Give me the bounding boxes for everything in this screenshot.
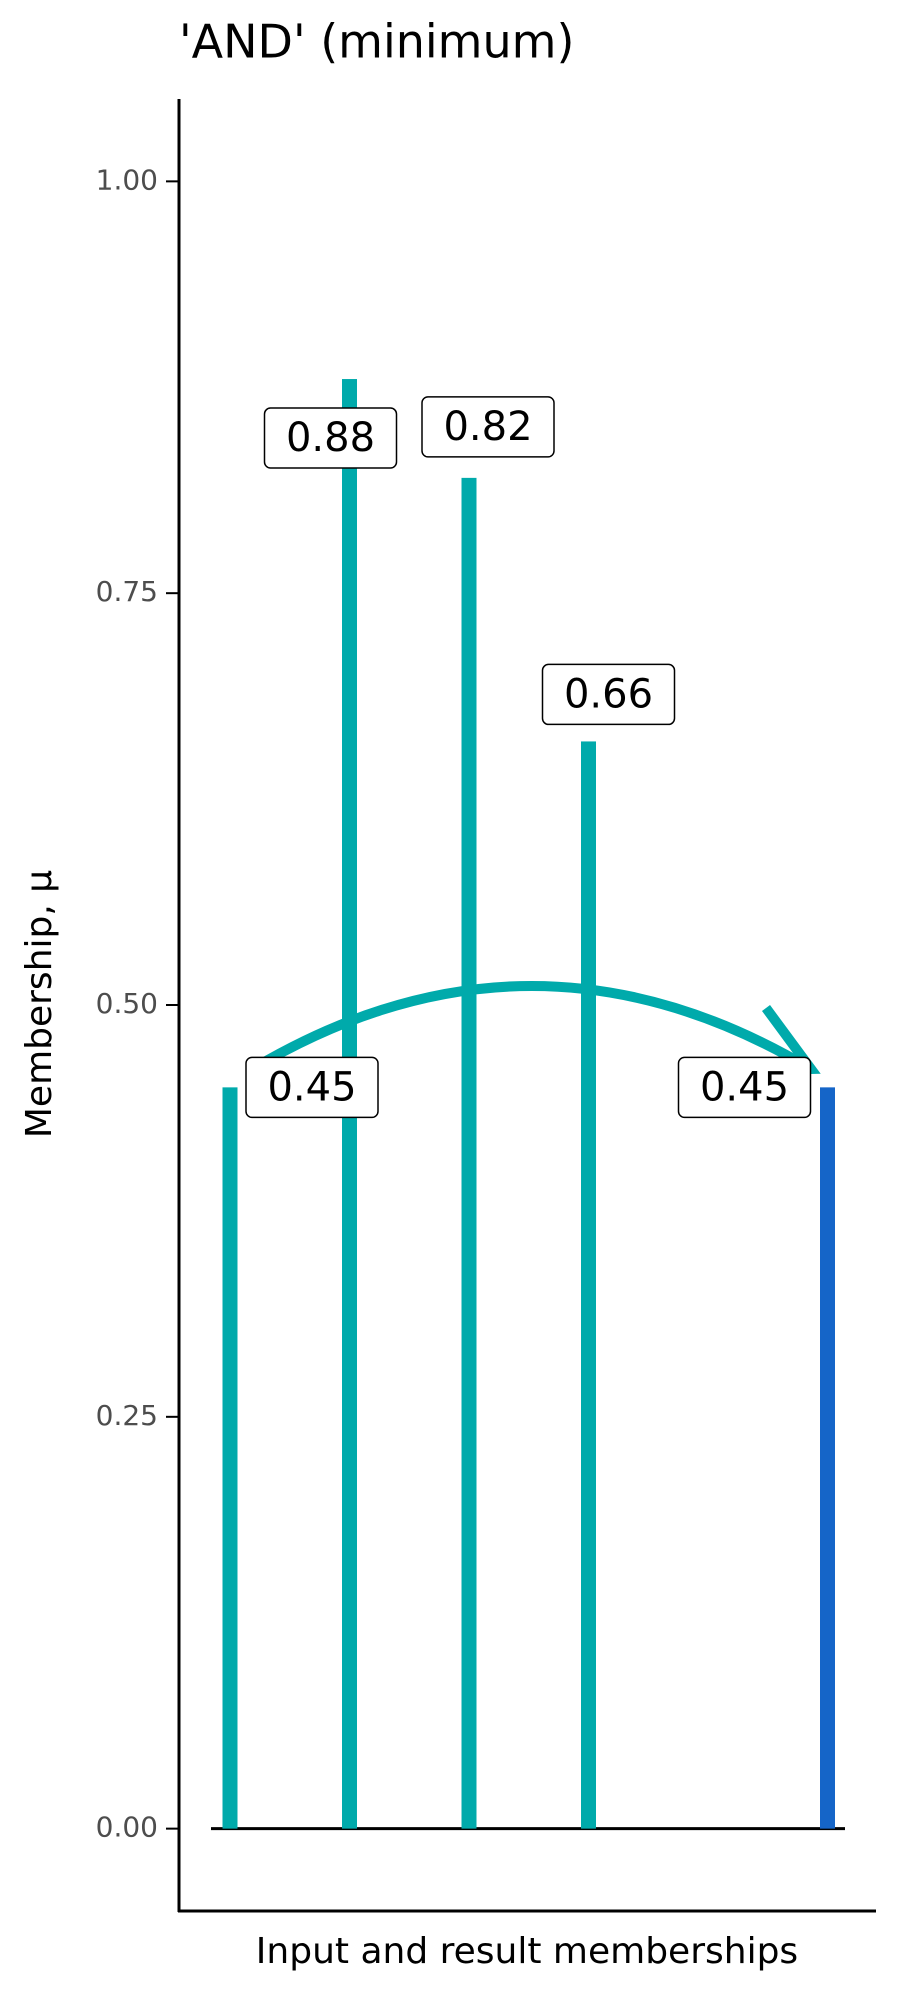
y-tick-label: 0.75: [96, 575, 158, 608]
bar: [461, 477, 477, 1829]
arrow: [246, 981, 814, 1076]
x-axis-title: Input and result memberships: [256, 1931, 798, 1972]
data-label: 0.66: [564, 671, 653, 717]
data-label: 0.82: [443, 404, 532, 450]
chart-title: 'AND' (minimum): [179, 15, 574, 69]
y-tick-label: 1.00: [96, 163, 158, 196]
data-label: 0.45: [700, 1064, 789, 1110]
y-tick-label: 0.25: [96, 1399, 158, 1432]
label-box: [421, 396, 555, 458]
data-label: 0.88: [286, 415, 375, 461]
label-box: [677, 1056, 812, 1119]
label-box: [245, 1056, 379, 1119]
label-box: [263, 407, 398, 469]
bar: [820, 1087, 835, 1829]
bar: [222, 1087, 238, 1829]
bar: [581, 741, 596, 1829]
label-box: [541, 663, 676, 726]
data-label: 0.45: [267, 1064, 356, 1110]
y-tick-label: 0.50: [96, 987, 158, 1020]
y-axis-title: Membership, μ: [19, 870, 60, 1138]
y-tick-label: 0.00: [96, 1811, 158, 1844]
